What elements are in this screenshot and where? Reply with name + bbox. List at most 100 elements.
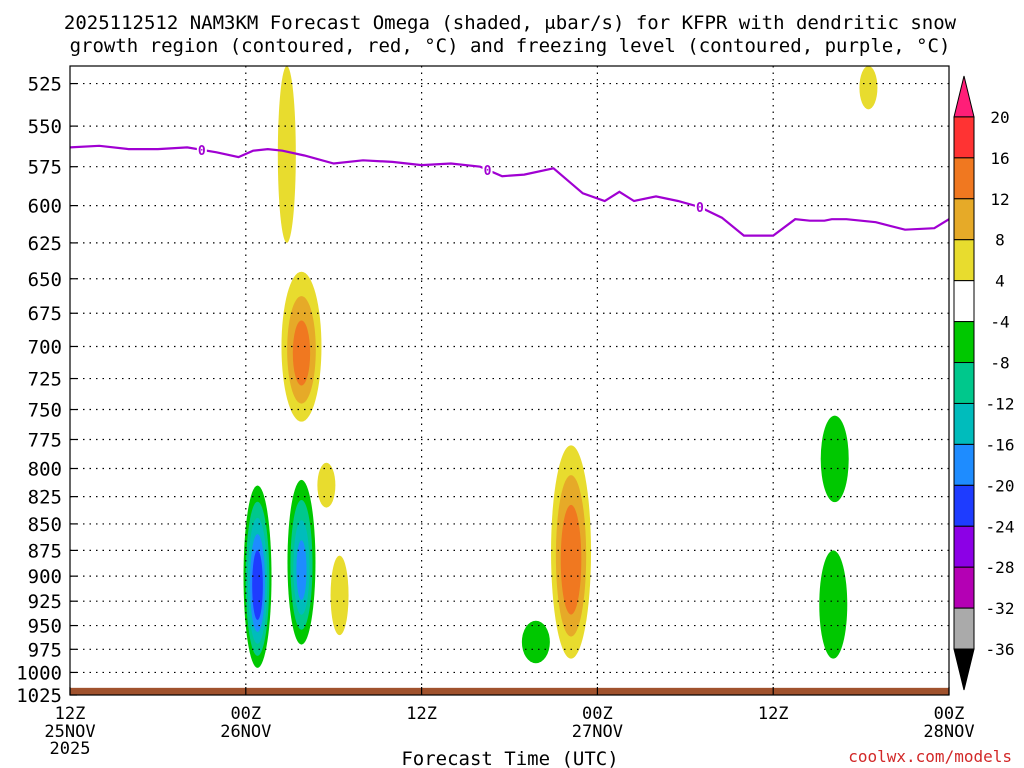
colorbar-box [953, 525, 975, 568]
colorbar-box [953, 280, 975, 323]
colorbar-label: -16 [986, 435, 1015, 454]
colorbar-box [953, 116, 975, 159]
x-tick-time: 12Z [406, 704, 437, 724]
colorbar-label: -28 [986, 558, 1015, 577]
omega-contour-m20 [252, 550, 263, 620]
upward-27nov-16z [820, 415, 849, 503]
x-tick-date: 27NOV [572, 722, 623, 742]
y-tick-label: 650 [28, 269, 62, 291]
colorbar-label: 4 [995, 272, 1005, 291]
colorbar-label: 20 [990, 108, 1009, 127]
omega-contour-4 [859, 66, 878, 110]
colorbar-label: -8 [990, 354, 1009, 373]
omega-contour-m4 [521, 620, 550, 664]
upward-band-26nov-03z [287, 479, 316, 645]
y-tick-label: 750 [28, 400, 62, 422]
x-tick-date: 26NOV [220, 722, 271, 742]
chart-title-line1: 2025112512 NAM3KM Forecast Omega (shaded… [64, 12, 957, 34]
colorbar-box [953, 402, 975, 445]
y-tick-label: 1025 [16, 685, 62, 707]
colorbar-label: -32 [986, 599, 1015, 618]
colorbar-box [953, 157, 975, 200]
colorbar-label: 16 [990, 149, 1009, 168]
plot-area: 0 0 0 525 550 575 600 625 650 675 700 725 750 775 800… [16, 65, 975, 759]
y-tick-label: 625 [28, 233, 62, 255]
x-tick-time: 12Z [758, 704, 789, 724]
gridlines [70, 66, 949, 695]
y-tick-label: 850 [28, 514, 62, 536]
upward-core-26nov-00z [243, 485, 272, 668]
terrain [70, 687, 949, 695]
omega-contour-12 [560, 504, 582, 615]
y-tick-label: 950 [28, 616, 62, 638]
y-tick-label: 825 [28, 487, 62, 509]
colorbar-box [953, 443, 975, 486]
x-axis-label: Forecast Time (UTC) [401, 748, 618, 768]
y-tick-label: 800 [28, 459, 62, 481]
y-axis: 525 550 575 600 625 650 675 700 725 750 775 800 825 8… [16, 74, 77, 707]
colorbar-box [953, 239, 975, 282]
colorbar-label: 12 [990, 190, 1009, 209]
upward-27nov-16z-low [819, 550, 848, 659]
y-tick-label: 775 [28, 429, 62, 451]
downward-26nov-06z [330, 555, 349, 636]
y-tick-label: 925 [28, 591, 62, 613]
omega-contour-m4 [820, 415, 849, 503]
x-tick-date: 28NOV [923, 722, 974, 742]
omega-contour-4 [317, 462, 336, 508]
freezing-level-contour [70, 144, 949, 237]
x-tick-time: 12Z [55, 704, 86, 724]
y-tick-label: 600 [28, 196, 62, 218]
freezing-level-label-bg [694, 200, 705, 215]
y-tick-label: 700 [28, 336, 62, 358]
freezing-level-line: 0 0 0 [70, 142, 949, 237]
y-tick-label: 675 [28, 303, 62, 325]
colorbar-label: -24 [986, 517, 1015, 536]
omega-contour-4 [330, 555, 349, 636]
omega-shading [243, 66, 878, 668]
colorbar-label: -36 [986, 640, 1015, 659]
colorbar-label: -12 [986, 394, 1015, 413]
y-tick-label: 550 [28, 116, 62, 138]
colorbar-box [953, 566, 975, 609]
y-tick-label: 875 [28, 540, 62, 562]
colorbar-box [953, 607, 975, 650]
downward-26nov-02z-upper [277, 66, 296, 243]
downward-26nov-03z [281, 271, 322, 422]
x-tick-time: 00Z [934, 704, 965, 724]
freezing-level-label: 0 [198, 144, 206, 159]
downward-27nov-18z [859, 66, 878, 110]
downward-27nov-02z [551, 445, 592, 659]
y-tick-label: 725 [28, 369, 62, 391]
y-tick-label: 975 [28, 639, 62, 661]
x-tick-time: 00Z [230, 704, 261, 724]
colorbar-box [953, 198, 975, 241]
freezing-level-label-bg [482, 162, 493, 177]
omega-contour-m16 [296, 540, 307, 600]
x-tick-time: 00Z [582, 704, 613, 724]
watermark: coolwx.com/models [848, 747, 1012, 766]
omega-contour-m4 [819, 550, 848, 659]
plot-frame [69, 65, 950, 696]
colorbar-box [953, 321, 975, 364]
colorbar-label: -20 [986, 476, 1015, 495]
colorbar-box [953, 362, 975, 404]
downward-26nov-05z [317, 462, 336, 508]
x-tick-date: 25NOV [44, 722, 95, 742]
colorbar-label: 8 [995, 231, 1005, 250]
freezing-level-label: 0 [696, 201, 704, 216]
y-tick-label: 1000 [16, 662, 62, 684]
colorbar: 20 16 12 8 4 -4 -8 -12 -16 -20 -24 -28 -32 -36 [953, 75, 1015, 691]
colorbar-label: -4 [990, 313, 1009, 332]
omega-contour-4 [277, 66, 296, 243]
omega-contour-12 [292, 320, 311, 386]
colorbar-bottom-triangle [953, 648, 975, 691]
chart-title-line2: growth region (contoured, red, °C) and f… [70, 35, 951, 57]
x-tick-year: 2025 [50, 739, 91, 759]
colorbar-box [953, 484, 975, 527]
y-tick-label: 900 [28, 566, 62, 588]
terrain-fill [70, 687, 949, 695]
